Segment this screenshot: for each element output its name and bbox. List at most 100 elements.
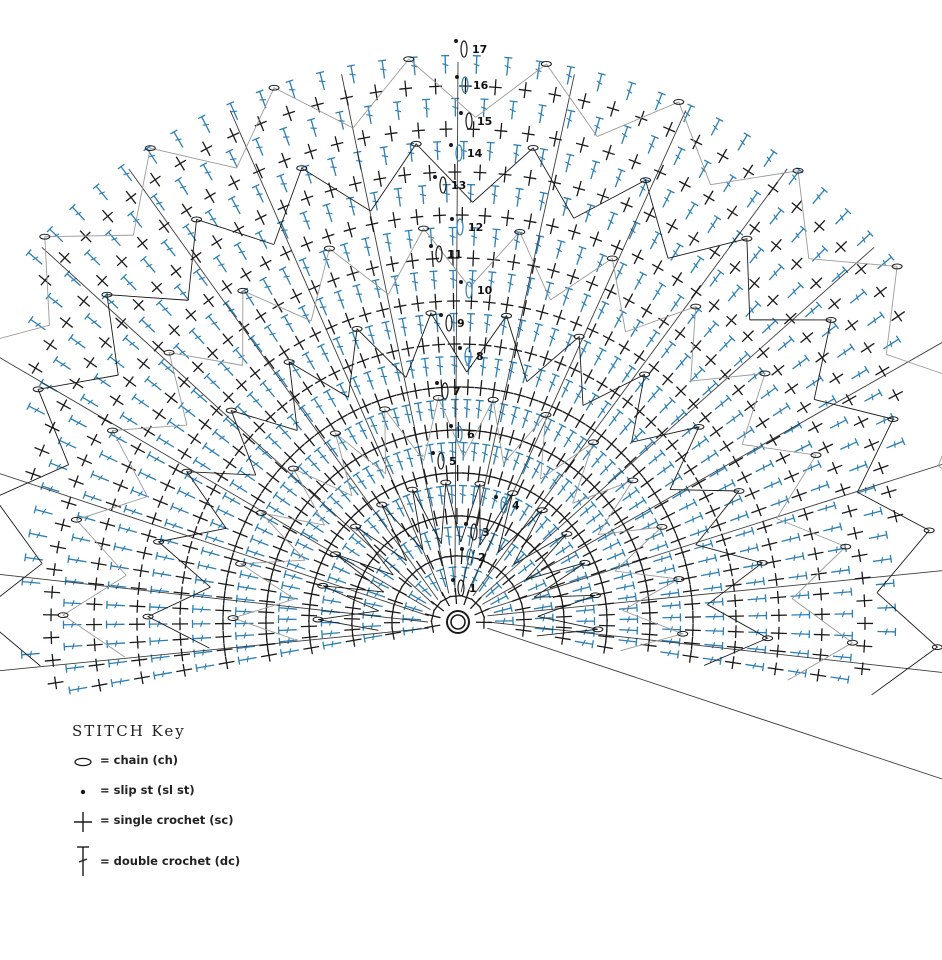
chain-arc: [749, 319, 832, 400]
double-crochet-stitch: [818, 394, 837, 409]
single-crochet-stitch: [228, 175, 241, 191]
chain-stitch: [235, 560, 247, 567]
chain-stitch: [323, 245, 335, 252]
double-crochet-stitch: [532, 413, 544, 433]
single-crochet-stitch: [533, 490, 546, 505]
single-crochet-stitch: [580, 473, 593, 486]
stitch-rings: [20, 54, 906, 695]
single-crochet-stitch: [610, 239, 624, 255]
double-crochet-stitch: [886, 437, 906, 449]
chain-stitch: [846, 639, 858, 646]
round-label-7: 7: [453, 385, 461, 398]
double-crochet-stitch: [382, 455, 394, 475]
single-crochet-stitch: [501, 210, 515, 227]
single-crochet-stitch: [768, 573, 785, 586]
single-crochet-stitch: [622, 395, 634, 409]
chain-arc: [335, 553, 394, 593]
double-crochet-stitch: [138, 316, 156, 333]
double-crochet-stitch: [491, 185, 500, 205]
double-crochet-stitch: [488, 271, 497, 291]
double-crochet-stitch: [399, 541, 415, 560]
double-crochet-stitch: [415, 314, 424, 334]
double-crochet-stitch: [625, 81, 637, 101]
double-crochet-stitch: [621, 364, 636, 383]
single-crochet-stitch: [439, 121, 453, 138]
single-crochet-stitch: [398, 475, 411, 491]
single-crochet-stitch: [472, 510, 485, 526]
chain-arc: [582, 373, 646, 443]
single-crochet-stitch: [344, 512, 358, 525]
single-crochet-stitch: [263, 355, 275, 370]
chain-stitch: [32, 386, 44, 393]
single-crochet-stitch: [387, 212, 401, 229]
single-crochet-stitch: [68, 475, 84, 488]
double-crochet-stitch: [522, 364, 532, 384]
double-crochet-stitch: [675, 352, 692, 370]
round-label-14: 14: [467, 147, 483, 160]
double-crochet-stitch: [79, 393, 99, 408]
double-crochet-stitch: [150, 585, 170, 594]
single-crochet-stitch: [639, 584, 656, 598]
double-crochet-stitch: [470, 227, 479, 246]
single-crochet-stitch: [632, 466, 646, 478]
double-crochet-stitch: [856, 483, 877, 494]
single-crochet-stitch: [535, 441, 549, 457]
double-crochet-stitch: [835, 207, 852, 225]
single-crochet-stitch: [602, 497, 616, 509]
single-crochet-stitch: [384, 605, 401, 619]
single-crochet-stitch: [585, 421, 597, 436]
single-crochet-stitch: [725, 314, 738, 327]
double-crochet-stitch: [246, 391, 263, 408]
chain-spoke: [472, 168, 788, 597]
double-crochet-stitch: [26, 402, 46, 415]
double-crochet-stitch: [348, 330, 360, 350]
double-crochet-stitch: [610, 559, 630, 570]
double-crochet-stitch: [466, 312, 475, 332]
double-crochet-stitch: [849, 460, 869, 472]
single-crochet-stitch: [324, 417, 337, 432]
single-crochet-stitch: [487, 381, 501, 398]
single-crochet-stitch: [769, 644, 786, 658]
single-crochet-stitch: [462, 465, 475, 482]
single-crochet-stitch: [633, 350, 646, 365]
single-crochet-stitch: [44, 585, 61, 599]
single-crochet-stitch: [602, 331, 615, 346]
double-crochet-stitch: [279, 592, 299, 601]
single-crochet-stitch: [266, 471, 280, 483]
double-crochet-stitch: [585, 392, 600, 411]
single-crochet-stitch: [854, 662, 871, 676]
single-crochet-stitch: [690, 285, 702, 299]
double-crochet-stitch: [67, 333, 86, 349]
double-crochet-stitch: [662, 188, 675, 208]
single-crochet-stitch: [277, 533, 293, 546]
double-crochet-stitch: [727, 284, 744, 302]
double-crochet-stitch: [737, 132, 751, 151]
single-crochet-stitch: [567, 224, 581, 240]
chain-spoke: [477, 246, 875, 601]
single-crochet-stitch: [593, 576, 610, 590]
single-crochet-stitch: [684, 623, 701, 637]
double-crochet-stitch: [812, 186, 828, 205]
double-crochet-stitch: [234, 402, 251, 420]
single-crochet-stitch: [558, 511, 571, 524]
double-crochet-stitch: [792, 354, 810, 370]
double-crochet-stitch: [510, 405, 521, 425]
double-crochet-stitch: [422, 98, 431, 118]
double-crochet-stitch: [326, 492, 344, 510]
double-crochet-stitch: [406, 359, 415, 379]
double-crochet-stitch: [810, 480, 830, 492]
round-label-3: 3: [482, 526, 490, 539]
round-chain-stitch: [461, 76, 469, 94]
chain-stitch: [57, 612, 69, 619]
single-crochet-stitch: [254, 210, 267, 226]
double-crochet-stitch: [27, 315, 46, 331]
single-crochet-stitch: [424, 620, 441, 633]
single-crochet-stitch: [158, 219, 170, 234]
single-crochet-stitch: [345, 633, 362, 647]
double-crochet-stitch: [491, 489, 502, 509]
double-crochet-stitch: [599, 458, 616, 476]
single-crochet-stitch: [727, 625, 744, 639]
single-crochet-stitch: [387, 595, 404, 608]
single-crochet-stitch: [624, 456, 637, 469]
single-crochet-stitch: [348, 175, 362, 192]
